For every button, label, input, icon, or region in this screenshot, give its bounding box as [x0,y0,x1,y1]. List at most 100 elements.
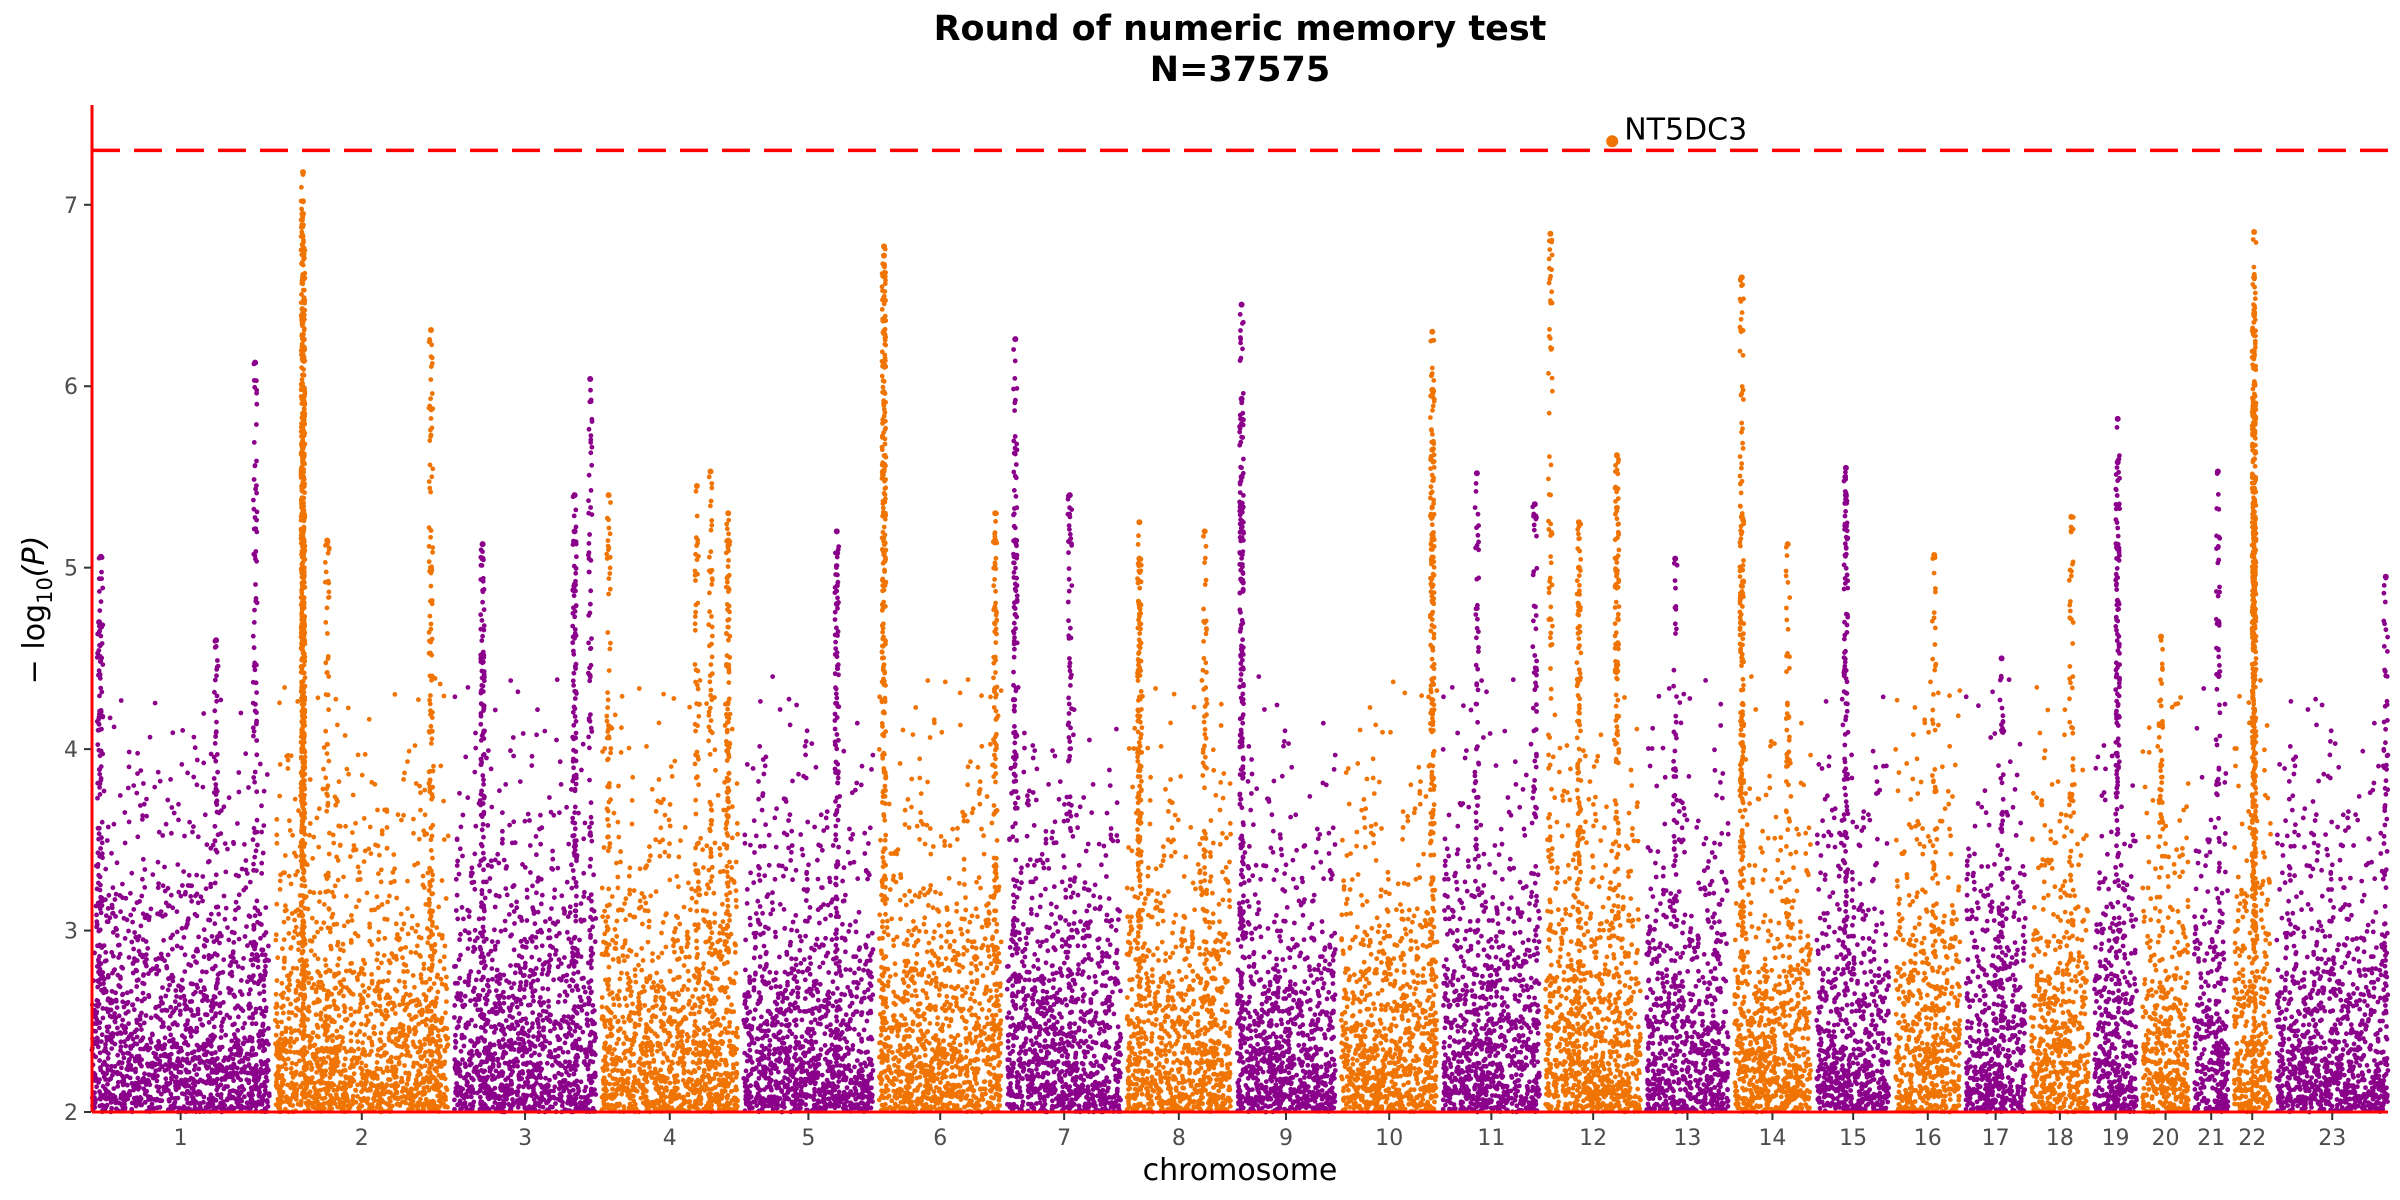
chromosome-5-peak-column [832,609,842,1099]
chromosome-3-peak-column [478,547,487,1113]
chromosome-16-points [1893,679,1963,1115]
chromosome-2-peak-column [298,481,308,1095]
peak-points [94,169,2391,1113]
peak-point [1238,301,1245,308]
peak-point [833,528,840,535]
peak-point [1012,336,1019,343]
peak-point [1931,552,1938,558]
y-axis-title-sub: 10 [33,577,57,604]
x-tick-label: 15 [1839,1126,1867,1151]
chromosome-12-peak-column [1612,516,1622,1098]
y-tick-label: 5 [64,557,78,582]
chromosome-21-peak-column [2213,471,2223,1066]
chromosome-9-points [1234,674,1338,1115]
chromosome-11-peak-column [1472,480,1482,1080]
peak-point [1738,582,1745,589]
chromosome-2-peak-column [322,539,332,1065]
y-axis-ticks: 2 3 4 5 6 7 [64,194,91,1126]
x-tick-label: 20 [2152,1126,2180,1151]
chromosome-23-peak-column [2381,575,2391,1063]
chromosome-9-peak-column [1237,500,1246,1040]
peak-point [1238,395,1245,402]
chromosome-22-points [2231,678,2273,1115]
peak-point [479,541,486,548]
chromosome-1-points [89,685,272,1115]
y-tick-label: 3 [64,920,78,945]
x-tick-label: 2 [355,1126,369,1151]
x-axis-title: chromosome [1143,1153,1338,1188]
peak-point [992,510,999,517]
peak-point [1066,492,1073,499]
peak-point [2251,274,2258,281]
peak-point [992,537,999,544]
peak-point [2251,365,2258,372]
peak-point [1201,528,1208,535]
peak-point [1738,274,1745,281]
chromosome-6-peak-column [879,264,889,1048]
peak-point [2251,310,2258,317]
chromosome-7-points [1004,684,1124,1115]
peak-point [571,492,578,499]
peak-point [1613,452,1620,459]
peak-point [881,243,887,250]
peak-point [213,637,220,644]
peak-point [1613,504,1620,511]
peak-point [1842,464,1849,471]
x-tick-label: 14 [1758,1126,1786,1151]
peak-point [300,210,306,217]
x-tick-label: 5 [801,1126,815,1151]
chromosome-1-peak-column [94,623,104,1031]
peak-point [1784,541,1791,548]
chromosome-19-peak-column [2113,465,2122,1011]
chromosome-11-peak-column [1530,504,1540,1108]
y-axis-title-main: − log [17,604,52,684]
x-tick-label: 13 [1673,1126,1701,1151]
chromosome-3-peak-column [478,557,488,1040]
peak-point [571,528,578,535]
chromosome-2-peak-column [298,275,308,1063]
y-tick-label: 2 [64,1101,78,1126]
peak-point [725,510,732,517]
chart-title: Round of numeric memory test [934,9,1547,49]
chromosome-14-peak-column [1737,276,1747,1055]
chromosome-1-peak-column [96,555,106,1101]
peak-point [1136,601,1143,607]
chromosome-8-peak-column [1200,533,1209,1049]
peak-point [1672,555,1679,562]
annotation-label: NT5DC3 [1624,112,1747,147]
chromosome-14-peak-column [1783,544,1793,1053]
chromosome-4-peak-column [692,488,702,1057]
chromosome-13-points [1644,678,1731,1115]
peak-point [2114,415,2121,422]
chromosome-7-peak-column [1010,347,1020,1100]
peak-point [1738,513,1745,520]
data-points [89,674,2391,1115]
chromosome-10-points [1338,679,1440,1115]
chromosome-19-points [2092,743,2139,1115]
peak-point [97,553,104,560]
peak-point [300,474,306,480]
peak-point [881,261,887,268]
x-tick-label: 7 [1057,1126,1071,1151]
chromosome-22-peak-column [2249,420,2259,1057]
x-tick-label: 17 [1982,1126,2010,1151]
x-tick-label: 18 [2046,1126,2074,1151]
chromosome-14-points [1732,674,1814,1115]
chromosome-2-peak-column [298,535,308,1099]
chromosome-15-points [1814,694,1892,1114]
peak-point [300,410,306,417]
peak-point [96,619,103,626]
chromosome-12-peak-column [1546,237,1555,1077]
chromosome-6-peak-column [879,270,889,1075]
chromosome-2-peak-column [426,567,436,1104]
peak-point [1136,555,1143,562]
chromosome-4-peak-column [723,539,733,1035]
chromosome-18-peak-column [2066,514,2076,1075]
chromosome-7-peak-column [1010,542,1020,1090]
chromosome-20-peak-column [2156,638,2166,1035]
chromosome-22-peak-column [2249,281,2259,1021]
chromosome-10-peak-column [1427,455,1437,1074]
peak-point [300,310,306,317]
peak-point [2382,573,2389,580]
peak-point [1575,564,1582,571]
